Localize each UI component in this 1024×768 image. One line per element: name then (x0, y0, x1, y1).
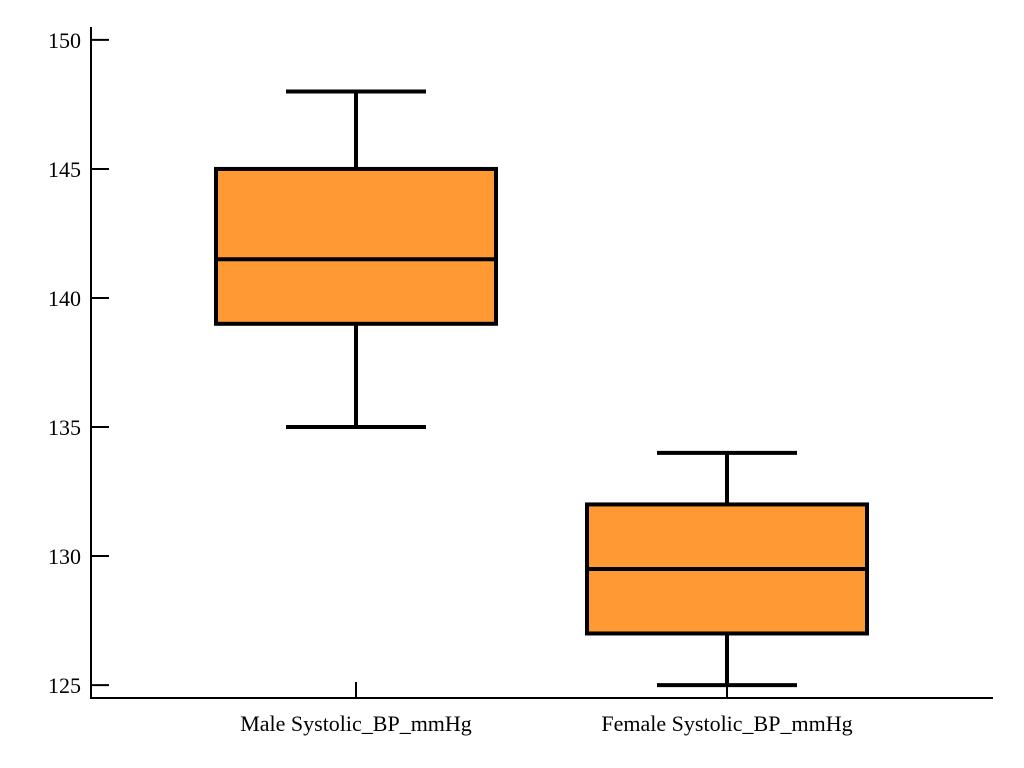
x-axis: Male Systolic_BP_mmHg Female Systolic_BP_… (90, 682, 993, 736)
x-axis-ticks: Male Systolic_BP_mmHg Female Systolic_BP_… (240, 682, 853, 736)
box-series (214, 89, 869, 688)
y-tick-label: 140 (48, 286, 81, 311)
y-axis: 125 130 135 140 145 150 (48, 27, 109, 698)
box-iqr (214, 166, 498, 326)
x-tick-label: Male Systolic_BP_mmHg (240, 711, 472, 736)
box-group (585, 450, 869, 688)
box-group (214, 89, 498, 430)
y-tick-label: 125 (48, 673, 81, 698)
y-axis-ticks: 125 130 135 140 145 150 (48, 28, 109, 698)
y-tick-label: 135 (48, 415, 81, 440)
y-tick-label: 130 (48, 544, 81, 569)
y-tick-label: 150 (48, 28, 81, 53)
x-tick-label: Female Systolic_BP_mmHg (601, 711, 852, 736)
y-tick-label: 145 (48, 157, 81, 182)
